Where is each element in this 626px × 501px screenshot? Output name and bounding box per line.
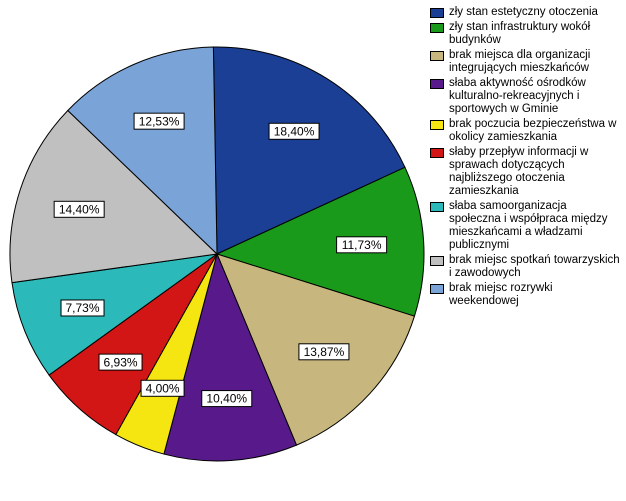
legend-label: brak miejsc rozrywki weekendowej (449, 282, 620, 308)
chart-legend: zły stan estetyczny otoczenia zły stan in… (430, 6, 620, 310)
slice-label: 13,87% (304, 345, 345, 359)
legend-swatch (430, 51, 444, 61)
slice-label: 7,73% (66, 301, 100, 315)
slice-label: 12,53% (139, 114, 180, 128)
slice-label: 18,40% (274, 124, 315, 138)
slice-label: 11,73% (342, 238, 382, 252)
legend-swatch (430, 202, 444, 212)
legend-item: brak miejsca dla organizacji integrujący… (430, 49, 620, 75)
legend-swatch (430, 256, 444, 266)
legend-item: brak miejsc rozrywki weekendowej (430, 282, 620, 308)
legend-item: brak poczucia bezpieczeństwa w okolicy z… (430, 118, 620, 144)
legend-item: zły stan infrastruktury wokół budynków (430, 21, 620, 47)
legend-swatch (430, 8, 444, 18)
legend-item: brak miejsc spotkań towarzyskich i zawod… (430, 254, 620, 280)
legend-label: słaba samoorganizacja społeczna i współp… (449, 200, 620, 252)
legend-label: zły stan estetyczny otoczenia (449, 6, 598, 19)
legend-label: brak poczucia bezpieczeństwa w okolicy z… (449, 118, 620, 144)
legend-item: słaba aktywność ośrodków kulturalno-rekr… (430, 77, 620, 116)
legend-label: brak miejsca dla organizacji integrujący… (449, 49, 620, 75)
slice-label: 14,40% (59, 202, 100, 216)
legend-swatch (430, 23, 444, 33)
legend-item: słaba samoorganizacja społeczna i współp… (430, 200, 620, 252)
slice-label: 4,00% (146, 381, 180, 395)
legend-item: słaby przepływ informacji w sprawach dot… (430, 146, 620, 198)
legend-label: brak miejsc spotkań towarzyskich i zawod… (449, 254, 620, 280)
slice-label: 10,40% (206, 392, 247, 406)
pie-chart-container: 18,40% 11,73% 13,87% 10,40% 4,00% 6,93% 7,73% 1… (0, 0, 626, 501)
legend-label: słaby przepływ informacji w sprawach dot… (449, 146, 620, 198)
legend-label: słaba aktywność ośrodków kulturalno-rekr… (449, 77, 620, 116)
legend-item: zły stan estetyczny otoczenia (430, 6, 620, 19)
pie-chart: 18,40% 11,73% 13,87% 10,40% 4,00% 6,93% 7,73% 1… (0, 0, 430, 501)
legend-swatch (430, 148, 444, 158)
legend-swatch (430, 120, 444, 130)
legend-swatch (430, 284, 444, 294)
slice-label: 6,93% (104, 355, 138, 369)
legend-label: zły stan infrastruktury wokół budynków (449, 21, 620, 47)
legend-swatch (430, 79, 444, 89)
